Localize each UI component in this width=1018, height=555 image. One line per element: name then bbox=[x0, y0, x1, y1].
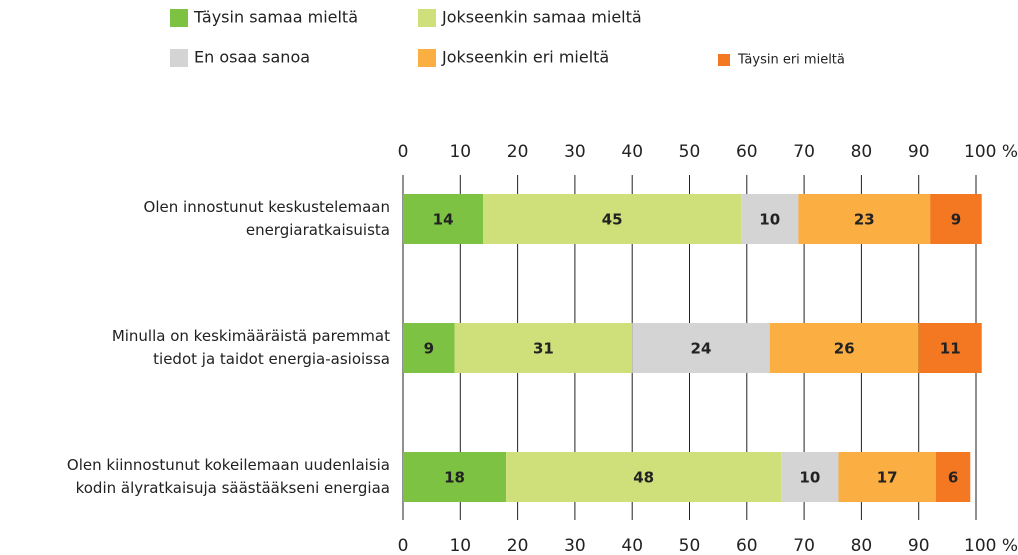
x-tick-label: 30 bbox=[564, 536, 586, 555]
bar-segment bbox=[403, 194, 484, 244]
x-tick-label: 50 bbox=[679, 142, 701, 162]
bar-segment bbox=[506, 452, 782, 502]
data-label: 10 bbox=[759, 211, 780, 229]
bar-segment bbox=[838, 452, 936, 502]
data-label: 18 bbox=[444, 469, 465, 487]
x-tick-label: 10 bbox=[449, 536, 471, 555]
bar-segment bbox=[798, 194, 931, 244]
bar-segment bbox=[769, 323, 919, 373]
x-tick-label: 70 bbox=[793, 536, 815, 555]
data-label: 17 bbox=[877, 469, 898, 487]
legend-label: Täysin eri mieltä bbox=[737, 53, 845, 68]
data-label: 9 bbox=[951, 211, 961, 229]
x-tick-label: 80 bbox=[851, 536, 873, 555]
legend-swatch bbox=[718, 54, 730, 66]
x-tick-label: 0 bbox=[398, 142, 409, 162]
bar-segment bbox=[741, 194, 799, 244]
x-tick-label: 90 bbox=[908, 536, 930, 555]
data-label: 10 bbox=[799, 469, 820, 487]
bar-segment bbox=[454, 323, 633, 373]
bar-segment bbox=[930, 194, 982, 244]
data-label: 31 bbox=[533, 340, 554, 358]
x-tick-label: 60 bbox=[736, 536, 758, 555]
data-label: 26 bbox=[834, 340, 855, 358]
bar-segment bbox=[781, 452, 839, 502]
x-tick-label: 20 bbox=[507, 142, 529, 162]
x-tick-label: 100 % bbox=[964, 142, 1018, 162]
category-label: Olen innostunut keskustelemaan energiara… bbox=[143, 198, 390, 239]
legend-label: Täysin samaa mieltä bbox=[193, 8, 358, 27]
bar-segment bbox=[632, 323, 770, 373]
x-tick-label: 80 bbox=[851, 142, 873, 162]
legend-swatch bbox=[418, 49, 436, 67]
bar-segment bbox=[403, 452, 507, 502]
data-label: 45 bbox=[602, 211, 623, 229]
category-label: Olen kiinnostunut kokeilemaan uudenlaisi… bbox=[66, 456, 390, 497]
x-tick-label: 90 bbox=[908, 142, 930, 162]
data-label: 48 bbox=[633, 469, 654, 487]
x-tick-label: 20 bbox=[507, 536, 529, 555]
legend-label: En osaa sanoa bbox=[194, 48, 310, 67]
x-tick-label: 50 bbox=[679, 536, 701, 555]
x-tick-label: 40 bbox=[621, 536, 643, 555]
data-label: 14 bbox=[433, 211, 454, 229]
data-label: 24 bbox=[691, 340, 712, 358]
x-tick-label: 30 bbox=[564, 142, 586, 162]
legend-swatch bbox=[418, 9, 436, 27]
legend-label: Jokseenkin eri mieltä bbox=[441, 48, 609, 67]
x-tick-label: 70 bbox=[793, 142, 815, 162]
x-tick-label: 100 % bbox=[964, 536, 1018, 555]
data-label: 9 bbox=[424, 340, 434, 358]
bar-segment bbox=[483, 194, 742, 244]
bar-segment bbox=[403, 323, 455, 373]
x-tick-label: 0 bbox=[398, 536, 409, 555]
bar-segment bbox=[935, 452, 971, 502]
data-label: 6 bbox=[948, 469, 958, 487]
x-tick-label: 60 bbox=[736, 142, 758, 162]
legend-label: Jokseenkin samaa mieltä bbox=[441, 8, 642, 27]
x-tick-label: 10 bbox=[449, 142, 471, 162]
legend-swatch bbox=[170, 49, 188, 67]
legend-swatch bbox=[170, 9, 188, 27]
data-label: 11 bbox=[940, 340, 961, 358]
bar-segment bbox=[918, 323, 982, 373]
data-label: 23 bbox=[854, 211, 875, 229]
x-tick-label: 40 bbox=[621, 142, 643, 162]
category-label: Minulla on keskimääräistä paremmat tiedo… bbox=[111, 327, 390, 368]
